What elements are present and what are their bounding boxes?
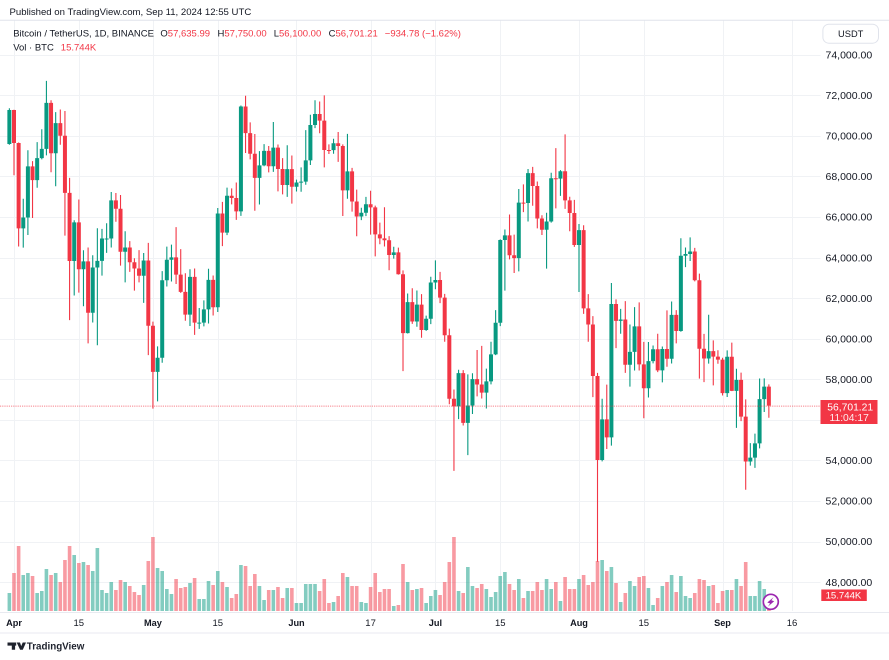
svg-text:50,000.00: 50,000.00 <box>826 536 873 548</box>
svg-text:Vol · BTC: Vol · BTC <box>13 42 54 53</box>
svg-text:Jun: Jun <box>288 618 305 628</box>
svg-text:15.744K: 15.744K <box>61 42 97 53</box>
svg-text:C56,701.21: C56,701.21 <box>329 29 378 40</box>
svg-text:Aug: Aug <box>570 618 588 628</box>
svg-text:15: 15 <box>495 618 506 629</box>
svg-text:48,000.00: 48,000.00 <box>826 577 873 589</box>
svg-text:O57,635.99: O57,635.99 <box>160 29 210 40</box>
svg-text:TradingView: TradingView <box>27 642 85 653</box>
svg-text:54,000.00: 54,000.00 <box>826 455 873 467</box>
svg-text:16: 16 <box>787 618 798 629</box>
svg-text:66,000.00: 66,000.00 <box>826 212 873 224</box>
svg-text:11:04:17: 11:04:17 <box>830 413 870 424</box>
svg-text:52,000.00: 52,000.00 <box>826 496 873 508</box>
svg-text:USDT: USDT <box>838 29 864 39</box>
svg-text:15.744K: 15.744K <box>826 591 862 602</box>
svg-text:70,000.00: 70,000.00 <box>826 131 873 143</box>
svg-text:68,000.00: 68,000.00 <box>826 171 873 183</box>
svg-text:58,000.00: 58,000.00 <box>826 374 873 386</box>
svg-text:56,701.21: 56,701.21 <box>827 403 873 414</box>
svg-text:Apr: Apr <box>6 618 22 628</box>
svg-text:May: May <box>144 618 163 628</box>
svg-text:−934.78 (−1.62%): −934.78 (−1.62%) <box>385 29 461 40</box>
svg-text:62,000.00: 62,000.00 <box>826 293 873 305</box>
svg-text:15: 15 <box>213 618 224 629</box>
svg-text:74,000.00: 74,000.00 <box>826 50 873 62</box>
svg-text:Bitcoin / TetherUS, 1D, BINANC: Bitcoin / TetherUS, 1D, BINANCE <box>13 29 154 40</box>
svg-text:72,000.00: 72,000.00 <box>826 90 873 102</box>
svg-text:Jul: Jul <box>429 618 442 628</box>
svg-text:L56,100.00: L56,100.00 <box>274 29 322 40</box>
svg-text:Published on TradingView.com,: Published on TradingView.com, Sep 11, 20… <box>10 7 252 18</box>
svg-text:H57,750.00: H57,750.00 <box>218 29 267 40</box>
svg-text:Sep: Sep <box>714 618 731 628</box>
svg-text:15: 15 <box>639 618 650 629</box>
svg-text:15: 15 <box>74 618 85 629</box>
svg-text:60,000.00: 60,000.00 <box>826 333 873 345</box>
svg-text:64,000.00: 64,000.00 <box>826 252 873 264</box>
svg-text:17: 17 <box>365 618 376 629</box>
